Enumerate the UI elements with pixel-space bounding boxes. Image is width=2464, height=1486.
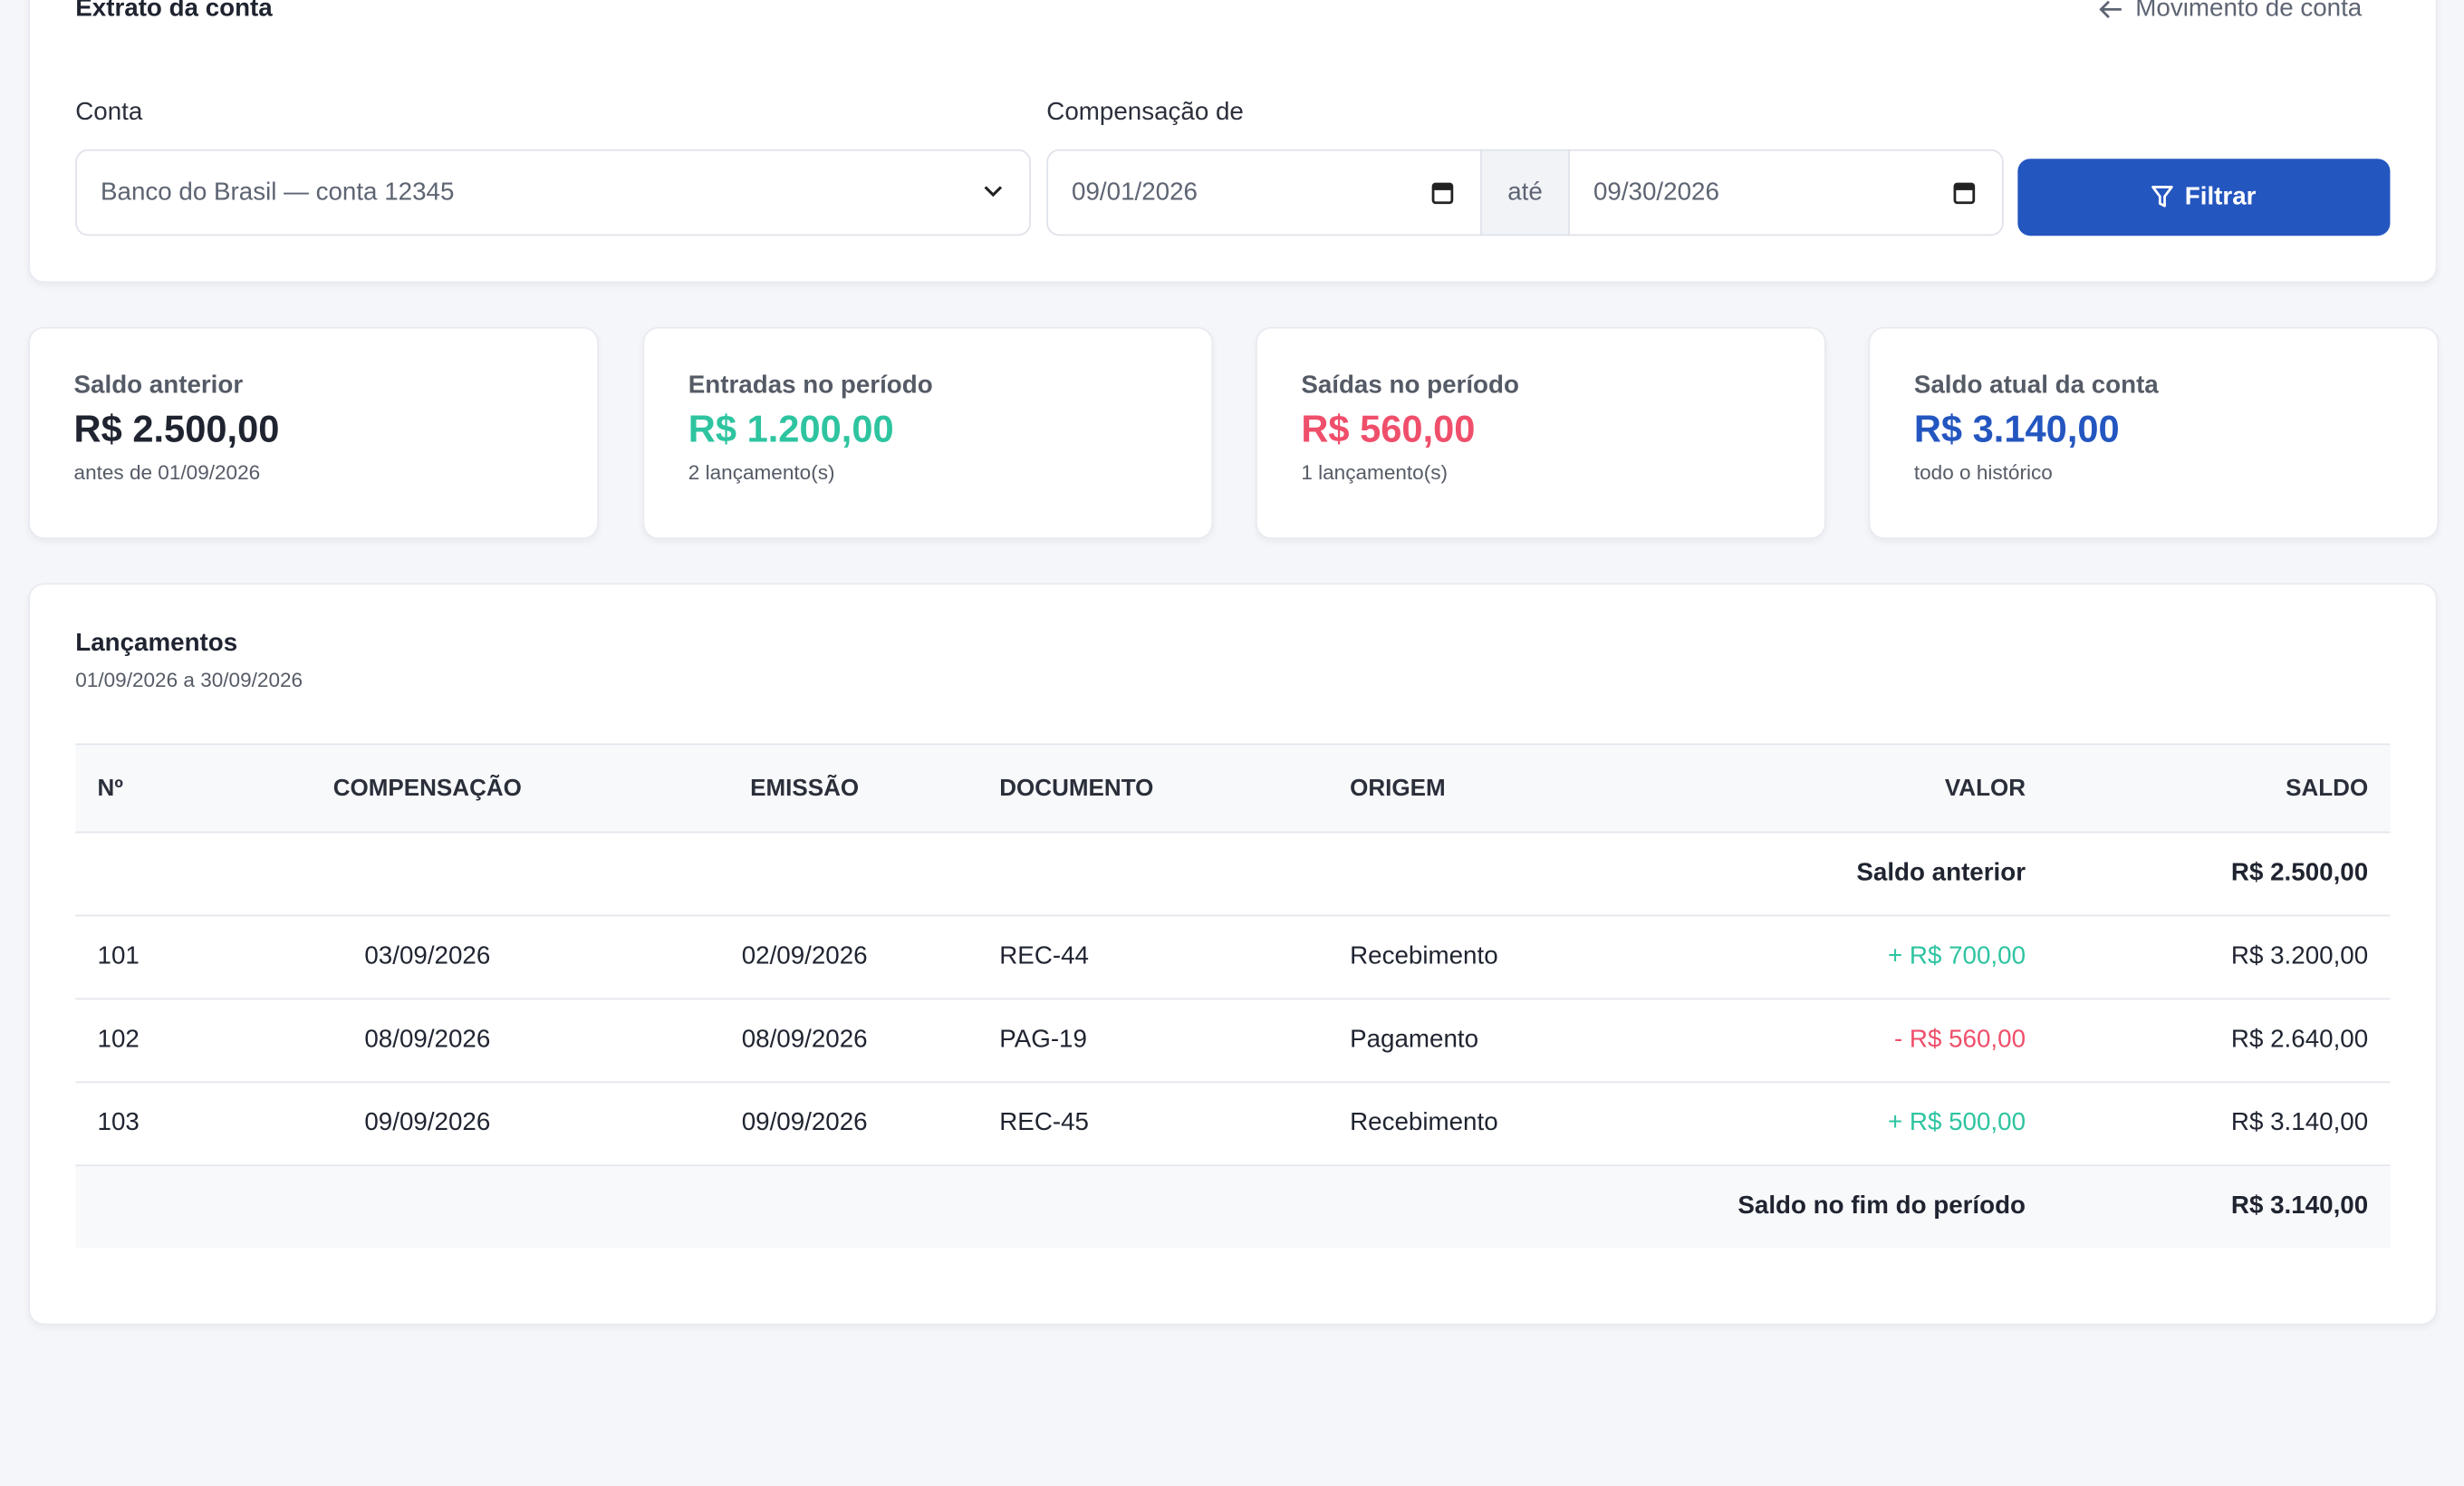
entries-subtitle: 01/09/2026 a 30/09/2026 [75, 668, 303, 692]
table-cell: 08/09/2026 [364, 1026, 491, 1054]
date-separator-text: até [1507, 178, 1543, 206]
closing-balance: R$ 3.140,00 [2230, 1192, 2369, 1221]
card-value: R$ 1.200,00 [688, 409, 894, 451]
card-value: R$ 3.140,00 [1913, 409, 2120, 451]
table-cell: Pagamento [1350, 1026, 1479, 1054]
entry-row: 101 03/09/2026 02/09/2026 REC-44 Recebimento… [75, 916, 2391, 1000]
table-cell: 08/09/2026 [741, 1026, 868, 1054]
summary-card: Saídas no período R$ 560,00 1 lançamento(s… [1256, 326, 1826, 539]
summary-card: Saldo atual da conta R$ 3.140,00 todo o hi… [1868, 326, 2440, 539]
opening-row: Saldo anterior R$ 2.500,00 [75, 833, 2391, 917]
entry-row: 103 09/09/2026 09/09/2026 REC-45 Recebimento… [75, 1083, 2391, 1167]
entries-card: Lançamentos 01/09/2026 a 30/09/2026 Nº CO… [28, 583, 2438, 1326]
filter-button-text: Filtrar [2184, 183, 2257, 210]
table-cell: REC-45 [999, 1109, 1089, 1137]
table-cell: PAG-19 [999, 1026, 1087, 1054]
column-header: ORIGEM [1350, 775, 1446, 802]
card-value: R$ 2.500,00 [73, 409, 280, 451]
opening-balance: R$ 2.500,00 [2230, 859, 2369, 887]
summary-card: Saldo anterior R$ 2.500,00 antes de 01/09/… [28, 326, 599, 539]
table-cell: - R$ 560,00 [1893, 1026, 2026, 1054]
filter-button[interactable]: Filtrar [2017, 159, 2391, 236]
table-cell: R$ 3.140,00 [2230, 1109, 2369, 1137]
card-note: 1 lançamento(s) [1301, 460, 1449, 485]
summary-card: Entradas no período R$ 1.200,00 2 lançamen… [642, 326, 1214, 539]
column-header: DOCUMENTO [999, 775, 1154, 802]
table-cell: Recebimento [1350, 1109, 1498, 1137]
table-cell: Recebimento [1350, 942, 1498, 970]
chevron-icon [984, 186, 1003, 198]
table-cell: R$ 2.640,00 [2230, 1026, 2369, 1054]
closing-label: Saldo no fim do período [1737, 1192, 2026, 1221]
column-header: Nº [97, 775, 123, 802]
page-title: Extrato da conta [75, 0, 273, 23]
table-cell: 03/09/2026 [364, 942, 491, 970]
date-to-value: 09/30/2026 [1593, 178, 1719, 206]
table-header: Nº COMPENSAÇÃO EMISSÃO DOCUMENTO ORIGEM VALOR… [75, 743, 2391, 834]
table-cell: 02/09/2026 [741, 942, 868, 970]
account-label: Conta [75, 99, 143, 126]
table-cell: 101 [97, 942, 140, 970]
card-label: Saídas no período [1301, 372, 1519, 400]
card-label: Saldo atual da conta [1913, 372, 2159, 400]
account-select[interactable]: Banco do Brasil — conta 12345 [75, 149, 1031, 236]
table-cell: REC-44 [999, 942, 1089, 970]
card-value: R$ 560,00 [1301, 409, 1476, 451]
table-cell: + R$ 500,00 [1888, 1109, 2026, 1137]
date-label: Compensação de [1046, 99, 1244, 126]
table-cell: 09/09/2026 [741, 1109, 868, 1137]
filter-icon [2151, 186, 2174, 207]
entry-row: 102 08/09/2026 08/09/2026 PAG-19 Pagamento - … [75, 999, 2391, 1084]
date-separator: até [1480, 149, 1570, 236]
date-from[interactable]: 09/01/2026 [1046, 149, 1482, 236]
filter-card: Extrato da conta Movimento de conta Cont… [28, 0, 2438, 284]
back-link-text: Movimento de conta [2135, 0, 2363, 23]
opening-label: Saldo anterior [1856, 859, 2026, 887]
card-note: 2 lançamento(s) [688, 460, 835, 485]
calendar-icon [1431, 182, 1454, 205]
back-link[interactable]: Movimento de conta [2098, 0, 2363, 24]
card-label: Entradas no período [688, 372, 933, 400]
entries-title: Lançamentos [75, 630, 238, 658]
card-label: Saldo anterior [73, 372, 244, 400]
table-cell: + R$ 700,00 [1888, 942, 2026, 970]
table-cell: 09/09/2026 [364, 1109, 491, 1137]
column-header: VALOR [1944, 775, 2026, 802]
column-header: EMISSÃO [750, 775, 860, 802]
column-header: COMPENSAÇÃO [332, 775, 522, 802]
card-note: antes de 01/09/2026 [73, 460, 261, 485]
closing-row: Saldo no fim do período R$ 3.140,00 [75, 1166, 2391, 1249]
arrow-icon [2099, 0, 2122, 19]
table-cell: 103 [97, 1109, 140, 1137]
table-cell: 102 [97, 1026, 140, 1054]
date-to[interactable]: 09/30/2026 [1568, 149, 2004, 236]
date-from-value: 09/01/2026 [1072, 178, 1198, 206]
account-value: Banco do Brasil — conta 12345 [101, 178, 455, 206]
card-note: todo o histórico [1913, 460, 2053, 485]
table-cell: R$ 3.200,00 [2230, 942, 2369, 970]
column-header: SALDO [2286, 775, 2369, 802]
calendar-icon [1953, 182, 1976, 205]
